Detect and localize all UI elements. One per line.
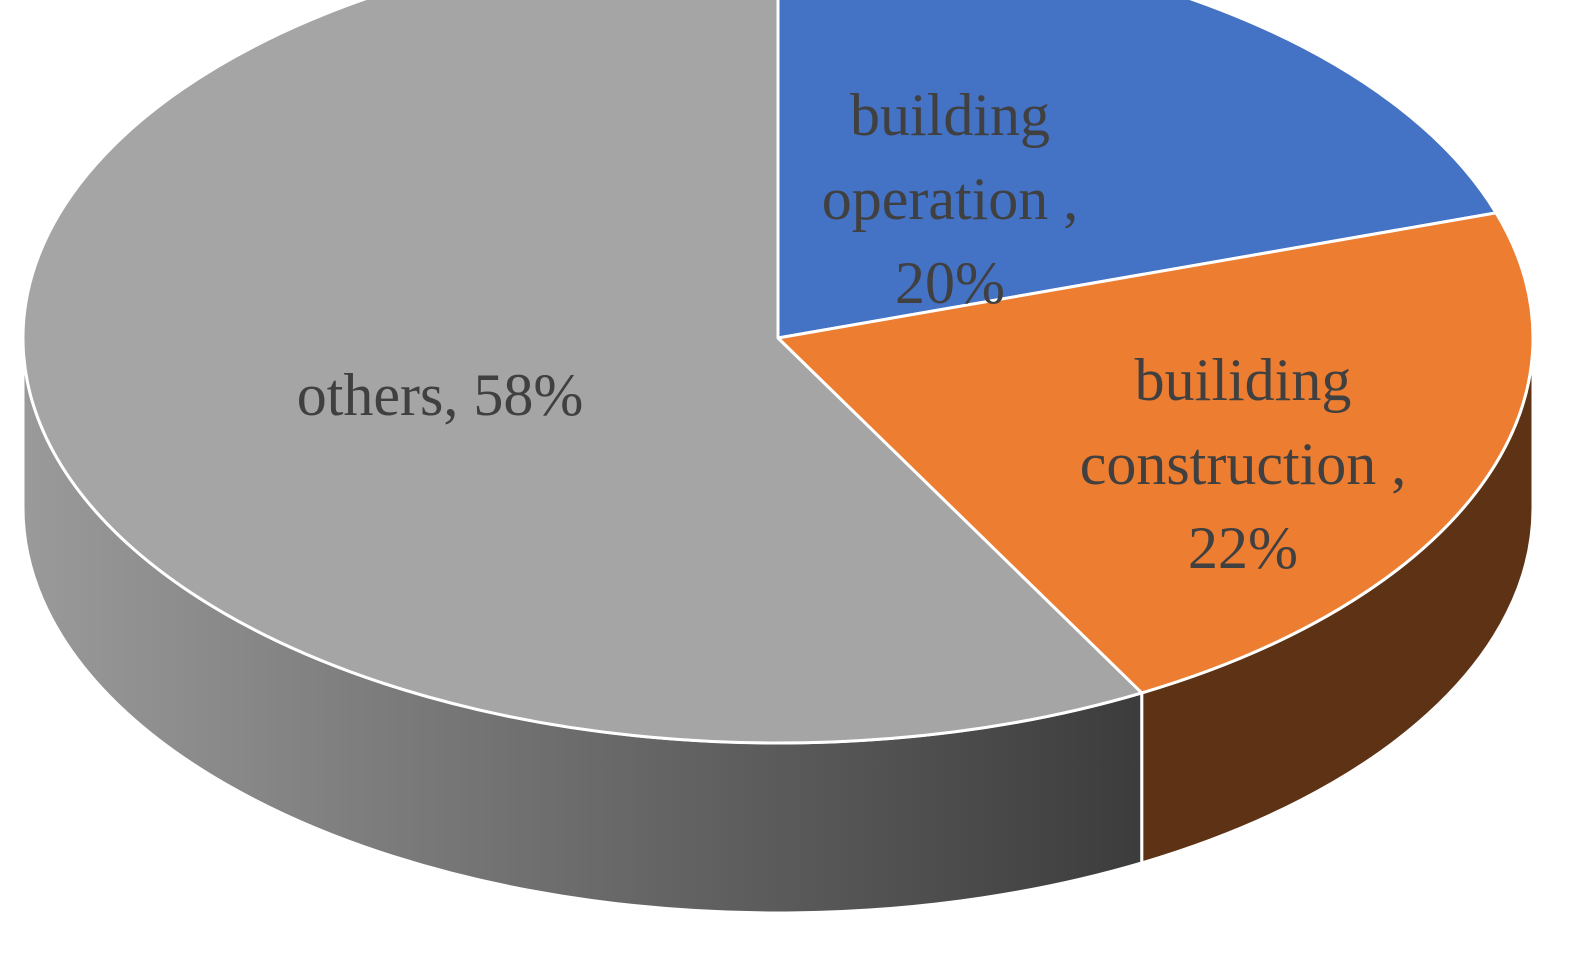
slice-label-line: building [850, 82, 1050, 148]
slice-label-1: builiding construction , 22% [1080, 347, 1407, 581]
slice-0 [776, 0, 1498, 340]
slice-label-line: 20% [895, 250, 1005, 316]
slice-label-line: others, 58% [297, 362, 584, 428]
slice-label-line: 22% [1188, 515, 1298, 581]
slice-label-line: operation , [822, 166, 1079, 232]
pie-labels: building operation , 20% builiding construct… [297, 82, 1407, 581]
pie-top [21, 0, 1535, 745]
slice-1 [776, 211, 1535, 695]
slice-label-line: construction , [1080, 431, 1407, 497]
slice-label-2: others, 58% [297, 362, 584, 428]
slice-label-line: builiding [1135, 347, 1352, 413]
slice-label-0: building operation , 20% [822, 82, 1079, 316]
slice-2 [21, 0, 1144, 745]
